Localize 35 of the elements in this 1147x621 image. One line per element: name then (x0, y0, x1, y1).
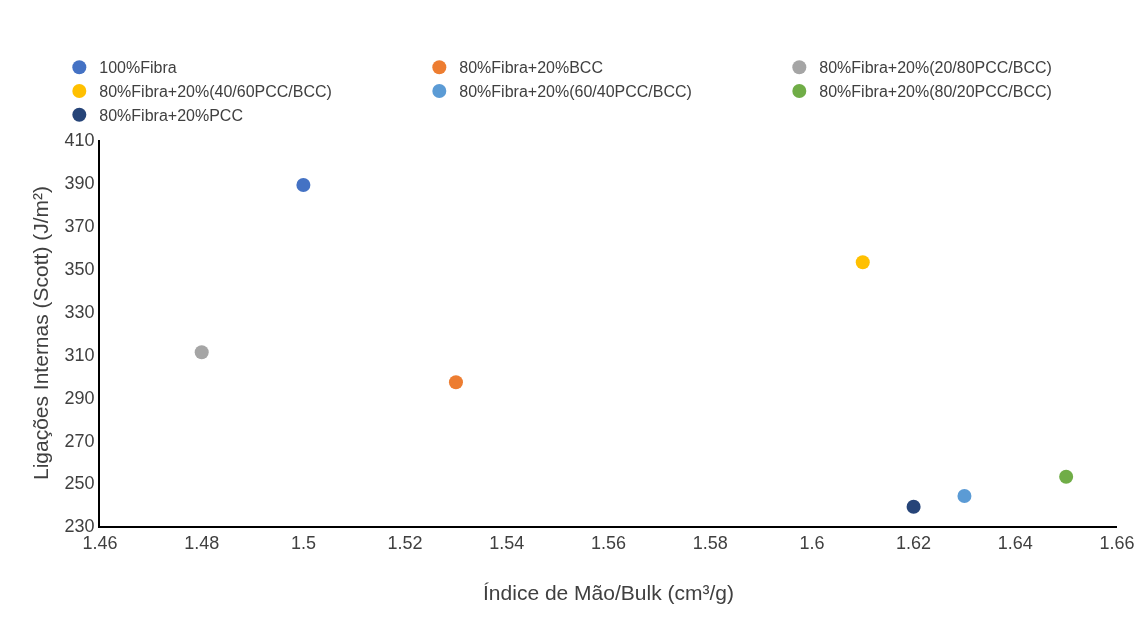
y-tick-label: 290 (64, 387, 95, 408)
x-tick-label: 1.48 (184, 533, 220, 554)
legend-label: 80%Fibra+20%(20/80PCC/BCC) (819, 59, 1052, 77)
x-tick-label: 1.58 (692, 533, 728, 554)
point (957, 488, 972, 503)
legend-label: 100%Fibra (99, 59, 177, 77)
y-tick-label: 410 (64, 130, 95, 151)
x-tick-label: 1.6 (799, 533, 825, 554)
x-tick-label: 1.66 (1099, 533, 1135, 554)
legend-label: 80%Fibra+20%(40/60PCC/BCC) (99, 83, 332, 101)
point (1059, 469, 1074, 484)
legend-label: 80%Fibra+20%(80/20PCC/BCC) (819, 83, 1052, 101)
x-axis-title: Índice de Mão/Bulk (cm³/g) (483, 580, 734, 604)
legend-label: 80%Fibra+20%PCC (99, 107, 243, 125)
point (194, 345, 209, 360)
legend-label: 80%Fibra+20%(60/40PCC/BCC) (459, 83, 692, 101)
point (448, 375, 463, 390)
y-tick-label: 250 (64, 473, 95, 494)
x-tick-label: 1.62 (896, 533, 932, 554)
point (855, 255, 870, 270)
y-tick-label: 330 (64, 301, 95, 322)
point (296, 178, 311, 193)
point (906, 499, 921, 514)
x-tick-label: 1.5 (290, 533, 316, 554)
x-tick-label: 1.52 (387, 533, 423, 554)
y-tick-label: 310 (64, 344, 95, 365)
y-tick-label: 270 (64, 430, 95, 451)
x-tick-label: 1.64 (997, 533, 1033, 554)
y-tick-label: 350 (64, 258, 95, 279)
y-tick-label: 370 (64, 216, 95, 237)
legend-label: 80%Fibra+20%BCC (459, 59, 603, 77)
x-tick-label: 1.54 (489, 533, 525, 554)
y-axis-title: Ligações Internas (Scott) (J/m²) (28, 185, 52, 481)
x-tick-label: 1.56 (590, 533, 627, 554)
y-tick-label: 390 (64, 173, 95, 194)
